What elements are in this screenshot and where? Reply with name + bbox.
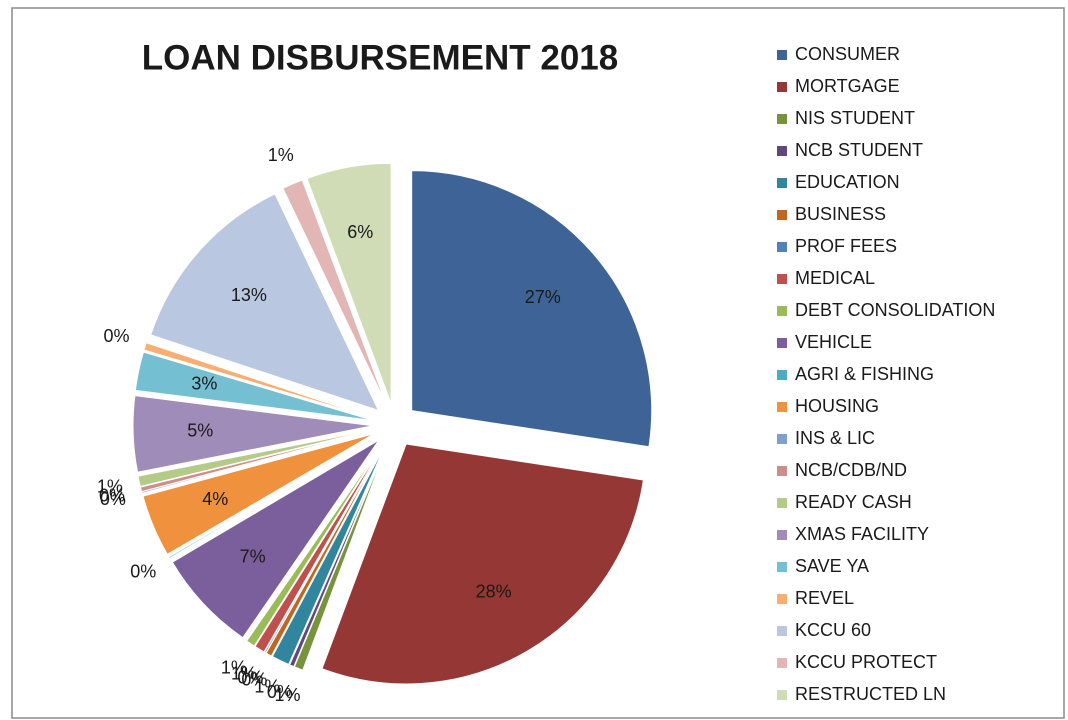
legend-label: DEBT CONSOLIDATION	[795, 300, 995, 320]
data-label: 1%	[97, 477, 123, 497]
legend-label: RESTRUCTED LN	[795, 684, 946, 704]
pie-slice	[288, 445, 387, 668]
pie-slice	[293, 445, 388, 671]
data-label: 1%	[231, 664, 257, 684]
data-label: 0%	[130, 562, 156, 582]
legend-label: REVEL	[795, 588, 854, 608]
data-label: 1%	[268, 145, 294, 165]
legend-swatch	[777, 658, 787, 668]
data-label: 1%	[254, 676, 280, 696]
data-label: 1%	[221, 657, 247, 677]
legend-label: MORTGAGE	[795, 76, 900, 96]
data-label: 3%	[191, 374, 217, 394]
pie-slice	[139, 429, 374, 493]
legend-swatch	[777, 690, 787, 700]
data-label: 0%	[100, 489, 126, 509]
legend-label: CONSUMER	[795, 44, 900, 64]
legend-swatch	[777, 114, 787, 124]
pie-slice	[306, 162, 392, 404]
pie-slice	[134, 351, 374, 421]
legend-label: READY CASH	[795, 492, 912, 512]
data-label: 7%	[240, 547, 266, 567]
data-label: 0%	[237, 667, 263, 687]
data-label: 0%	[99, 485, 125, 505]
data-label: 6%	[347, 222, 373, 242]
legend-swatch	[777, 210, 787, 220]
data-label: 5%	[187, 420, 213, 440]
data-label: 0%	[267, 682, 293, 702]
pie-slice	[142, 433, 375, 556]
pie-slice	[150, 193, 380, 412]
legend-swatch	[777, 562, 787, 572]
pie-slice	[411, 170, 653, 448]
legend-swatch	[777, 306, 787, 316]
pie-slice	[143, 342, 375, 419]
legend-swatch	[777, 530, 787, 540]
pie-slice	[171, 439, 380, 639]
chart-title: LOAN DISBURSEMENT 2018	[142, 38, 618, 77]
legend-label: KCCU 60	[795, 620, 871, 640]
pie-slice	[282, 179, 387, 405]
pie-slice	[263, 443, 385, 654]
legend-label: NIS STUDENT	[795, 108, 915, 128]
legend-label: VEHICLE	[795, 332, 872, 352]
legend-label: NCB STUDENT	[795, 140, 923, 160]
data-label: 27%	[525, 287, 561, 307]
legend-label: HOUSING	[795, 396, 879, 416]
legend-label: AGRI & FISHING	[795, 364, 934, 384]
legend-label: EDUCATION	[795, 172, 900, 192]
legend-swatch	[777, 50, 787, 60]
legend-swatch	[777, 82, 787, 92]
legend-swatch	[777, 594, 787, 604]
data-label: 1%	[274, 685, 300, 705]
legend-label: INS & LIC	[795, 428, 875, 448]
data-label: 28%	[476, 582, 512, 602]
legend-label: PROF FEES	[795, 236, 897, 256]
legend-label: BUSINESS	[795, 204, 886, 224]
data-label: 0%	[241, 670, 267, 690]
legend-label: MEDICAL	[795, 268, 875, 288]
data-label: 4%	[202, 489, 228, 509]
legend-swatch	[777, 626, 787, 636]
legend-swatch	[777, 146, 787, 156]
legend-label: XMAS FACILITY	[795, 524, 929, 544]
pie-slice	[132, 395, 374, 473]
pie-slice	[137, 429, 374, 488]
pie-slice	[254, 443, 385, 653]
data-label: 13%	[231, 285, 267, 305]
legend-swatch	[777, 338, 787, 348]
legend-label: KCCU PROTECT	[795, 652, 937, 672]
legend-swatch	[777, 178, 787, 188]
legend-swatch	[777, 466, 787, 476]
legend-swatch	[777, 274, 787, 284]
legend-label: SAVE YA	[795, 556, 869, 576]
legend-swatch	[777, 434, 787, 444]
legend-swatch	[777, 370, 787, 380]
legend-label: NCB/CDB/ND	[795, 460, 907, 480]
legend-swatch	[777, 242, 787, 252]
legend-swatch	[777, 498, 787, 508]
legend-swatch	[777, 402, 787, 412]
pie-slice	[246, 443, 384, 647]
pie-slice	[168, 435, 377, 559]
data-label: 0%	[103, 326, 129, 346]
pie-slice	[321, 443, 644, 685]
pie-slice	[271, 444, 386, 666]
